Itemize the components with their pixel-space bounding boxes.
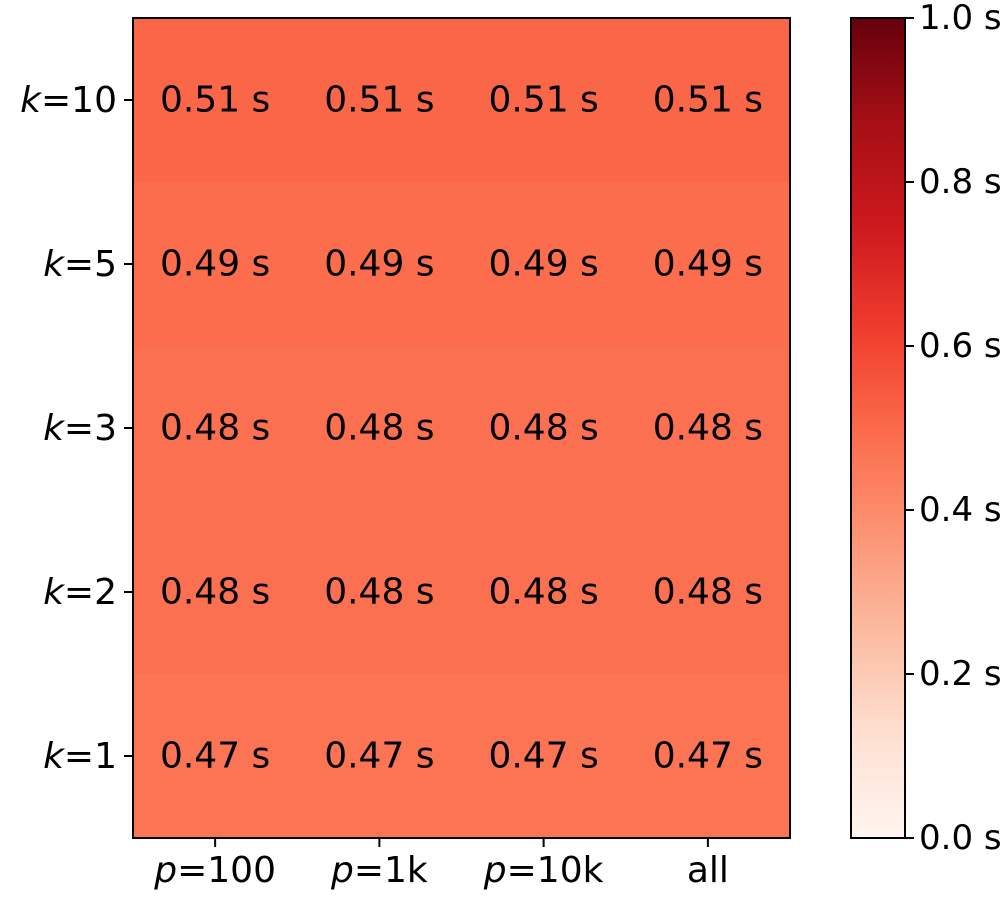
heatmap-cell	[625, 346, 791, 511]
x-tick-label: all	[687, 850, 729, 891]
heatmap-cell	[461, 346, 627, 511]
heatmap-cell	[461, 674, 627, 839]
cell-value-label: 0.48 s	[653, 572, 763, 613]
cell-value-label: 0.48 s	[324, 572, 434, 613]
cell-value-label: 0.48 s	[160, 408, 270, 449]
heatmap-cell	[297, 510, 463, 675]
heatmap-cell	[133, 674, 298, 839]
colorbar: 0.0 s 0.2 s 0.4 s 0.6 s 0.8 s 1.0 s	[850, 0, 1002, 858]
cell-value-label: 0.49 s	[653, 244, 763, 285]
heatmap-cell	[625, 18, 791, 183]
x-tick-label: p=100	[153, 850, 276, 891]
cell-value-label: 0.47 s	[324, 736, 434, 777]
heatmap-cell	[297, 182, 463, 347]
colorbar-tick-label: 0.8 s	[919, 162, 1002, 202]
cell-value-label: 0.47 s	[160, 736, 270, 777]
heatmap-cell	[461, 182, 627, 347]
heatmap-cell	[133, 346, 298, 511]
cell-value-label: 0.48 s	[324, 408, 434, 449]
heatmap-cell	[297, 18, 463, 183]
x-axis: p=100 p=1k p=10k all	[153, 838, 729, 891]
cell-value-label: 0.49 s	[160, 244, 270, 285]
heatmap-cell	[461, 510, 627, 675]
colorbar-gradient	[850, 17, 906, 839]
colorbar-tick-label: 0.4 s	[919, 490, 1002, 530]
heatmap-cells: 0.51 s 0.51 s 0.51 s 0.51 s 0.49 s 0.49 s 0.49…	[133, 18, 791, 839]
y-tick-label: k=5	[43, 244, 117, 285]
y-axis: k=10 k=5 k=3 k=2 k=1	[20, 80, 133, 777]
cell-value-label: 0.49 s	[324, 244, 434, 285]
cell-value-label: 0.48 s	[160, 572, 270, 613]
cell-value-label: 0.48 s	[488, 408, 598, 449]
heatmap-cell	[625, 510, 791, 675]
cell-value-label: 0.47 s	[488, 736, 598, 777]
cell-value-label: 0.48 s	[488, 572, 598, 613]
x-tick-label: p=1k	[330, 850, 428, 891]
cell-value-label: 0.48 s	[653, 408, 763, 449]
cell-value-label: 0.49 s	[488, 244, 598, 285]
colorbar-tick-label: 1.0 s	[919, 0, 1002, 38]
heatmap-cell	[133, 182, 298, 347]
y-tick-label: k=10	[20, 80, 117, 121]
x-tick-label: p=10k	[483, 850, 604, 891]
colorbar-tick-label: 0.2 s	[919, 654, 1002, 694]
heatmap-cell	[297, 674, 463, 839]
heatmap-cell	[625, 182, 791, 347]
heatmap-cell	[297, 346, 463, 511]
cell-value-label: 0.51 s	[324, 80, 434, 121]
cell-value-label: 0.47 s	[653, 736, 763, 777]
y-tick-label: k=1	[43, 736, 117, 777]
y-tick-label: k=2	[43, 572, 117, 613]
heatmap-cell	[461, 18, 627, 183]
colorbar-tick-label: 0.0 s	[919, 818, 1002, 858]
cell-value-label: 0.51 s	[160, 80, 270, 121]
cell-value-label: 0.51 s	[653, 80, 763, 121]
heatmap-cell	[625, 674, 791, 839]
y-tick-label: k=3	[43, 408, 117, 449]
colorbar-tick-label: 0.6 s	[919, 326, 1002, 366]
cell-value-label: 0.51 s	[488, 80, 598, 121]
heatmap-cell	[133, 510, 298, 675]
heatmap-cell	[133, 18, 298, 183]
